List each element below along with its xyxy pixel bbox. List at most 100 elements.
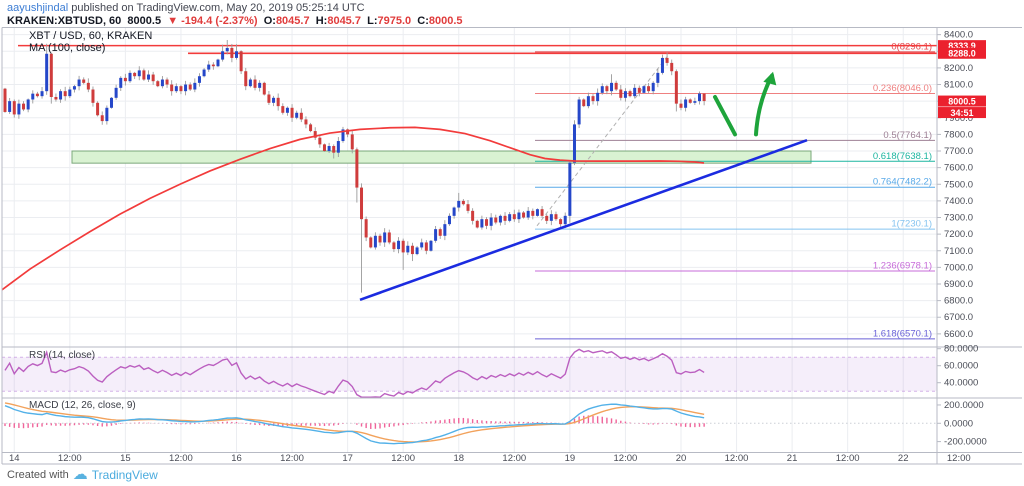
candle-body (225, 47, 229, 52)
candle-body (452, 207, 456, 216)
price-tick-label: 7400.0 (944, 196, 973, 207)
fib-level-label: 1.236(6978.1) (873, 261, 932, 272)
candle-body (327, 146, 331, 152)
pane-borders (1, 27, 1022, 465)
chart-legend-ma[interactable]: MA (100, close) (29, 42, 106, 54)
candle-body (137, 70, 141, 77)
resistance-lines[interactable] (18, 44, 937, 55)
candle-body (424, 242, 428, 251)
candle-body (577, 99, 581, 125)
price-tick-label: 7900.0 (944, 113, 973, 124)
macd-pane-label[interactable]: MACD (12, 26, close, 9) (29, 400, 136, 411)
price-tick-label: 7100.0 (944, 246, 973, 257)
tradingview-brand-link[interactable]: TradingView (91, 468, 158, 482)
price-axis[interactable]: 6600.0 6700.0 6800.0 6900.0 7000.0 7100.0 7200… (937, 30, 987, 448)
candle-body (128, 72, 132, 82)
candle-body (438, 229, 442, 236)
candle-body (535, 209, 539, 216)
price-tick-label: 7500.0 (944, 179, 973, 190)
candle-body (40, 91, 44, 97)
ascending-trendline[interactable] (359, 138, 808, 302)
time-tick-label: 12:00 (169, 453, 193, 464)
price-change: ▼ -194.4 (-2.37%) (167, 15, 258, 27)
candle-body (295, 112, 299, 118)
candle-body (202, 69, 206, 77)
candle-body (72, 86, 76, 90)
candle-body (383, 232, 387, 243)
candle-body (429, 240, 433, 251)
author-link[interactable]: aayushjindal (7, 2, 69, 14)
candle-body (688, 99, 692, 103)
candle-body (647, 86, 651, 92)
candle-body (313, 131, 317, 138)
open-label: O: (263, 15, 276, 27)
macd-tick-label: 200.0000 (944, 400, 984, 411)
candle-body (235, 51, 238, 58)
price-tick-label: 7700.0 (944, 146, 973, 157)
up-arrow-head[interactable] (763, 71, 777, 86)
candle-body (559, 219, 563, 225)
candle-body (568, 162, 572, 216)
candle-body (512, 214, 516, 220)
candle-body (156, 81, 160, 87)
fib-level-label: 0.764(7482.2) (873, 177, 932, 188)
candle-body (304, 119, 308, 125)
last-price-badge: 8000.5 (948, 96, 976, 106)
candle-body (165, 79, 169, 85)
macd-tick-label: 0.0000 (944, 418, 973, 429)
fib-level-label: 0.5(7764.1) (883, 130, 932, 141)
fib-retracement[interactable]: 0(8296.1) 0.236(8046.0) 0.5(7764.1) 0.618(7… (535, 41, 935, 340)
candle-body (86, 82, 90, 90)
rsi-line (4, 348, 705, 398)
candle-body (387, 232, 391, 243)
candle-body (119, 77, 123, 88)
dashed-trend-line[interactable] (536, 55, 669, 227)
candle-body (31, 93, 35, 100)
ascending-trendline[interactable] (359, 138, 808, 302)
candle-body (633, 87, 637, 97)
rsi-pane (2, 348, 937, 398)
candle-body (410, 245, 414, 255)
time-tick-label: 14 (9, 453, 20, 464)
candle-body (35, 93, 39, 97)
candle-body (540, 209, 544, 216)
candle-body (628, 91, 632, 97)
candle-body (281, 106, 285, 113)
fib-level-label: 0.236(8046.0) (873, 83, 932, 94)
candle-body (45, 53, 49, 92)
candle-body (54, 96, 58, 100)
candle-body (68, 89, 72, 97)
time-tick-label: 12:00 (502, 453, 526, 464)
time-tick-label: 12:00 (280, 453, 304, 464)
last-price-badge-bg (938, 95, 986, 107)
candle-body (494, 217, 498, 223)
candle-body (22, 103, 26, 110)
symbol-ohlc-row: KRAKEN:XBTUSD, 60 8000.5 ▼ -194.4 (-2.37… (7, 15, 463, 27)
macd-tick-label: -200.0000 (944, 437, 987, 448)
time-axis[interactable]: 14 12:00 15 12:00 16 12:00 17 12:00 18 12:00 19 12:… (9, 453, 971, 464)
pullback-annotation-line[interactable] (713, 94, 737, 137)
candle-body (105, 107, 109, 122)
rsi-pane-label[interactable]: RSI (14, close) (29, 350, 96, 361)
candle-body (197, 76, 201, 83)
candle-body (96, 102, 100, 116)
chart-legend-symbol[interactable]: XBT / USD, 60, KRAKEN (29, 30, 153, 42)
candle-body (517, 212, 521, 220)
candle-body (508, 214, 512, 221)
resistance-price-badge: 8288.0 (948, 48, 976, 58)
candle-body (554, 214, 558, 220)
time-tick-label: 22 (898, 453, 909, 464)
candle-body (485, 219, 489, 226)
time-tick-label: 12:00 (58, 453, 82, 464)
dashed-trend-line[interactable] (536, 55, 669, 227)
candle-body (336, 141, 340, 153)
candle-body (82, 79, 86, 83)
fib-level-label: 0(8296.1) (891, 41, 932, 52)
candle-body (674, 71, 678, 104)
candle-body (258, 82, 262, 88)
time-tick-label: 12:00 (947, 453, 971, 464)
candle-body (572, 124, 576, 163)
green-arrow-annotations[interactable] (713, 71, 777, 137)
candle-body (443, 224, 447, 236)
